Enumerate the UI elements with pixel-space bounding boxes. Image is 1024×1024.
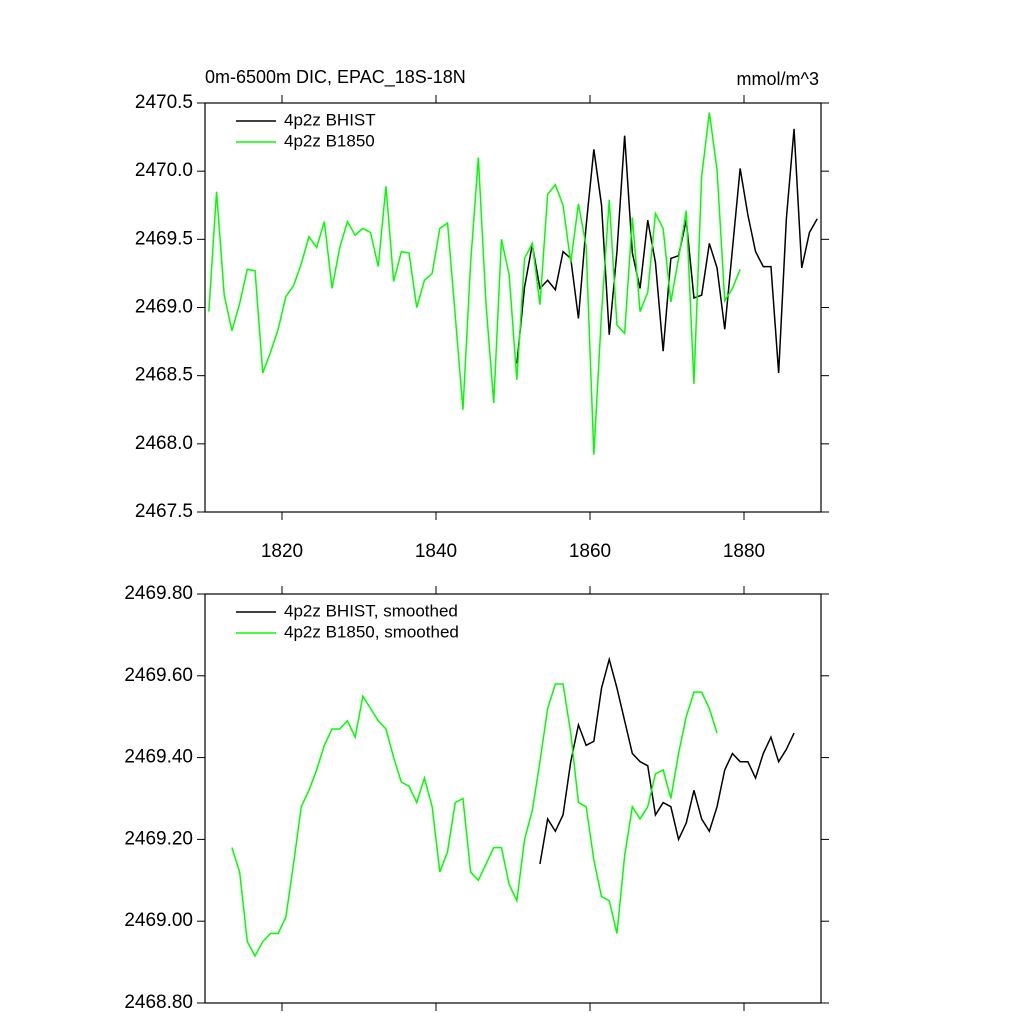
legend-label: 4p2z B1850 [284,131,375,150]
y-tick-label: 2468.80 [124,992,193,1013]
y-tick-label: 2469.0 [135,297,193,318]
series-line [516,128,818,373]
legend-label: 4p2z BHIST, smoothed [284,601,458,620]
y-tick-label: 2467.5 [135,501,193,522]
units-label: mmol/m^3 [737,69,819,89]
series-line [208,112,741,455]
x-tick-label: 1840 [415,541,457,562]
plot-frame [204,593,822,1004]
y-tick-label: 2469.80 [124,583,193,604]
y-tick-label: 2469.00 [124,910,193,931]
y-tick-label: 2469.60 [124,665,193,686]
series-line [231,683,718,958]
x-tick-label: 1860 [569,541,611,562]
x-tick-label: 1880 [723,541,765,562]
y-tick-label: 2470.0 [135,160,193,181]
chart-title: 0m-6500m DIC, EPAC_18S-18N [205,67,466,88]
legend-label: 4p2z BHIST [284,110,376,129]
y-tick-label: 2469.20 [124,828,193,849]
y-tick-label: 2468.5 [135,365,193,386]
legend-label: 4p2z B1850, smoothed [284,622,459,641]
y-tick-label: 2470.5 [135,92,193,113]
y-tick-label: 2469.5 [135,228,193,249]
y-tick-label: 2468.0 [135,433,193,454]
plot-frame [204,102,822,513]
y-tick-label: 2469.40 [124,747,193,768]
x-tick-label: 1820 [261,541,303,562]
series-line [539,656,795,865]
